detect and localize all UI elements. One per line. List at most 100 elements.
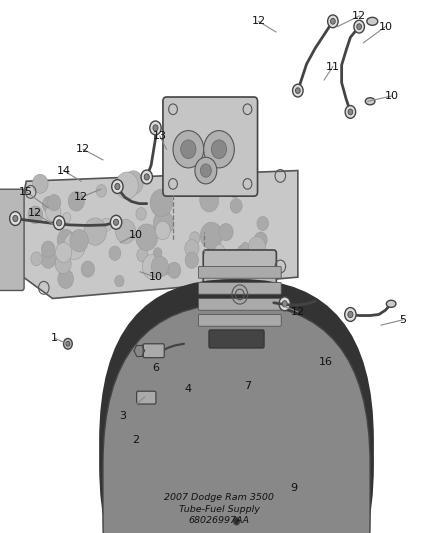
Circle shape <box>13 215 18 222</box>
FancyBboxPatch shape <box>100 280 373 533</box>
Circle shape <box>249 248 268 271</box>
Circle shape <box>151 256 169 277</box>
Circle shape <box>56 243 72 262</box>
Circle shape <box>206 264 216 277</box>
Circle shape <box>96 184 106 197</box>
FancyBboxPatch shape <box>203 250 276 339</box>
Text: 12: 12 <box>74 192 88 202</box>
Circle shape <box>256 251 272 270</box>
Text: 12: 12 <box>291 307 305 317</box>
Circle shape <box>357 24 361 29</box>
Circle shape <box>64 338 72 349</box>
Circle shape <box>136 224 158 251</box>
Circle shape <box>81 261 95 277</box>
FancyBboxPatch shape <box>0 189 24 290</box>
Circle shape <box>101 218 112 231</box>
Circle shape <box>227 180 241 198</box>
Circle shape <box>141 170 152 184</box>
Ellipse shape <box>365 98 375 105</box>
Circle shape <box>231 266 243 281</box>
FancyBboxPatch shape <box>209 330 264 348</box>
Circle shape <box>293 84 303 97</box>
Circle shape <box>66 341 70 346</box>
Circle shape <box>227 269 240 284</box>
FancyBboxPatch shape <box>137 391 156 404</box>
Circle shape <box>345 308 356 321</box>
Circle shape <box>155 221 170 240</box>
Circle shape <box>237 245 251 261</box>
Circle shape <box>354 20 364 33</box>
Circle shape <box>180 140 196 159</box>
Text: 10: 10 <box>378 22 392 31</box>
Circle shape <box>150 189 173 216</box>
Circle shape <box>136 207 146 220</box>
Polygon shape <box>9 171 298 298</box>
Circle shape <box>53 216 65 230</box>
Ellipse shape <box>367 17 378 25</box>
Circle shape <box>115 183 120 190</box>
Circle shape <box>31 252 42 266</box>
Circle shape <box>185 240 199 257</box>
Circle shape <box>204 131 234 168</box>
Circle shape <box>205 235 219 251</box>
Text: 14: 14 <box>57 166 71 175</box>
Circle shape <box>137 248 148 262</box>
Text: 16: 16 <box>319 358 333 367</box>
Circle shape <box>248 237 265 257</box>
FancyBboxPatch shape <box>163 97 258 196</box>
Circle shape <box>115 276 124 287</box>
Circle shape <box>57 220 62 226</box>
Text: 7: 7 <box>244 382 251 391</box>
Circle shape <box>168 262 181 278</box>
Ellipse shape <box>386 300 396 308</box>
Text: 12: 12 <box>76 144 90 154</box>
Circle shape <box>200 222 223 249</box>
Circle shape <box>282 301 287 307</box>
Text: 9: 9 <box>290 483 297 492</box>
Circle shape <box>254 232 267 248</box>
Circle shape <box>84 218 106 245</box>
Circle shape <box>173 131 204 168</box>
Text: 5: 5 <box>399 315 406 325</box>
Text: 1: 1 <box>51 334 58 343</box>
Circle shape <box>345 106 356 118</box>
Circle shape <box>113 219 119 225</box>
Text: 10: 10 <box>129 230 143 239</box>
Text: 6: 6 <box>152 363 159 373</box>
Circle shape <box>116 172 138 199</box>
Circle shape <box>153 248 162 258</box>
FancyBboxPatch shape <box>198 282 281 294</box>
Circle shape <box>153 211 173 235</box>
Circle shape <box>32 174 48 193</box>
FancyBboxPatch shape <box>103 304 370 533</box>
Circle shape <box>112 180 123 193</box>
Text: 12: 12 <box>352 11 366 21</box>
Circle shape <box>64 233 85 260</box>
Circle shape <box>331 19 335 24</box>
Circle shape <box>150 121 161 135</box>
Circle shape <box>251 271 272 296</box>
Text: 15: 15 <box>19 187 33 197</box>
Circle shape <box>57 230 74 251</box>
Circle shape <box>256 254 272 273</box>
Circle shape <box>348 109 353 115</box>
Circle shape <box>200 189 219 212</box>
Text: 2007 Dodge Ram 3500
Tube-Fuel Supply
68026997AA: 2007 Dodge Ram 3500 Tube-Fuel Supply 680… <box>164 492 274 526</box>
FancyBboxPatch shape <box>143 344 164 358</box>
Circle shape <box>42 196 57 213</box>
Circle shape <box>28 206 43 224</box>
Circle shape <box>70 230 88 252</box>
Circle shape <box>211 140 227 159</box>
Circle shape <box>257 216 268 230</box>
Text: 10: 10 <box>385 91 399 101</box>
FancyBboxPatch shape <box>198 314 281 326</box>
Circle shape <box>47 195 61 211</box>
Circle shape <box>153 125 158 131</box>
Text: 2: 2 <box>132 435 139 445</box>
Circle shape <box>41 241 55 257</box>
Circle shape <box>144 174 149 180</box>
Text: 3: 3 <box>119 411 126 421</box>
Circle shape <box>142 254 163 279</box>
Circle shape <box>116 220 135 244</box>
Circle shape <box>124 171 143 195</box>
